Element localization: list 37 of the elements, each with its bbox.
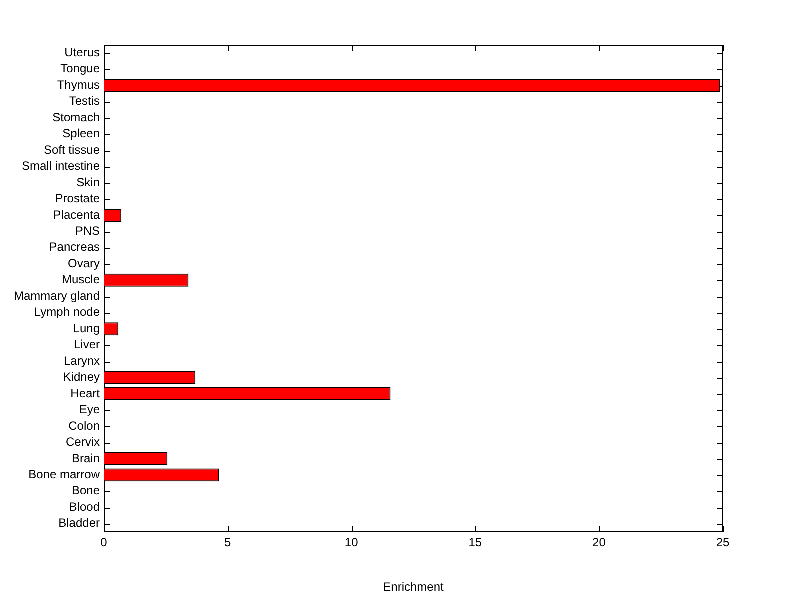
y-tick-label: Blood <box>69 500 100 514</box>
y-tick-label: Eye <box>79 402 100 417</box>
y-tick-label: Tongue <box>60 62 100 76</box>
y-tick-label: Skin <box>76 175 100 190</box>
x-tick-label: 0 <box>100 536 108 550</box>
y-tick-label: Pancreas <box>49 240 100 254</box>
y-tick-label: Bone <box>72 484 100 498</box>
x-tick-label: 20 <box>592 536 606 550</box>
y-tick-label: Mammary gland <box>14 288 100 303</box>
y-tick-label: Lung <box>73 321 100 336</box>
y-tick-label: Ovary <box>68 256 100 270</box>
x-tick-label: 10 <box>344 536 359 550</box>
x-tick-label: 25 <box>716 536 730 550</box>
y-tick-label: Bladder <box>58 516 100 530</box>
y-tick-label: Stomach <box>52 110 100 124</box>
y-tick-label: Bone marrow <box>28 467 100 482</box>
x-axis-title: Enrichment <box>383 580 445 594</box>
y-tick-label: Spleen <box>62 126 100 141</box>
y-tick-label: Cervix <box>66 435 100 450</box>
y-tick-label: Prostate <box>55 192 100 206</box>
y-tick-label: Muscle <box>62 272 100 287</box>
y-tick-label: Colon <box>68 418 100 433</box>
y-tick-label: Small intestine <box>22 159 100 174</box>
y-tick-label: Larynx <box>64 354 100 368</box>
y-tick-label: Kidney <box>63 370 100 384</box>
y-tick-label: Testis <box>69 94 100 108</box>
y-tick-label: Placenta <box>53 208 100 222</box>
y-tick-label: Heart <box>70 386 101 400</box>
y-tick-label: Thymus <box>57 78 100 92</box>
y-tick-label: PNS <box>75 224 100 238</box>
y-tick-label: Liver <box>74 338 100 352</box>
x-tick-label: 5 <box>224 536 232 550</box>
y-tick-label: Uterus <box>64 45 100 60</box>
y-tick-label: Lymph node <box>34 305 100 320</box>
y-tick-label: Brain <box>72 451 100 466</box>
y-tick-label: Soft tissue <box>44 142 100 157</box>
x-tick-label: 15 <box>468 536 482 550</box>
